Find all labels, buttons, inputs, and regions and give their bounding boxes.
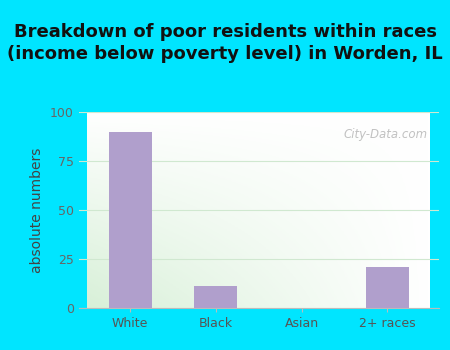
Text: City-Data.com: City-Data.com <box>344 128 428 141</box>
Bar <box>109 132 152 308</box>
Text: Breakdown of poor residents within races
(income below poverty level) in Worden,: Breakdown of poor residents within races… <box>7 23 443 63</box>
Y-axis label: absolute numbers: absolute numbers <box>31 147 45 273</box>
Bar <box>366 267 409 308</box>
Bar <box>194 286 237 308</box>
